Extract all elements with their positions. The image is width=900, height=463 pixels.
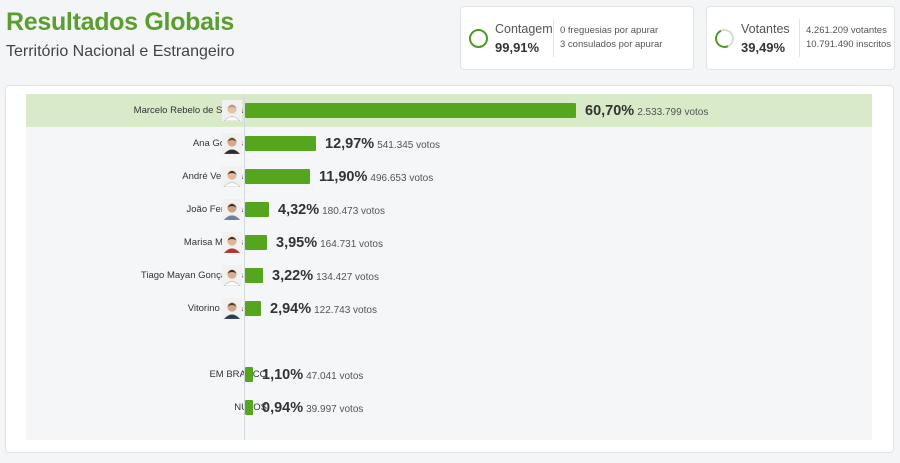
votantes-label: Votantes (741, 21, 790, 36)
vote-percentage: 11,90% (319, 169, 368, 185)
contagem-divider (553, 19, 554, 57)
candidate-name: Tiago Mayan Gonçalves (140, 270, 243, 281)
bar-data-label: 12,97% 541.345 votos (325, 127, 440, 160)
bar-data-label: 3,22% 134.427 votos (272, 259, 379, 292)
vote-percentage: 0,94% (262, 400, 304, 416)
candidate-row: João Ferreira 4,32% 180.473 votos (26, 193, 872, 226)
vote-percentage: 4,32% (278, 202, 320, 218)
bar-data-label: 4,32% 180.473 votos (278, 193, 385, 226)
vote-bar (245, 136, 316, 151)
vote-bar (245, 400, 253, 415)
votantes-count: 4.261.209 votantes (806, 25, 887, 36)
vote-percentage: 1,10% (262, 367, 304, 383)
vote-bar (245, 103, 576, 118)
candidate-name: Vitorino Silva (187, 303, 243, 314)
vote-count: 180.473 votos (322, 206, 385, 217)
bar-data-label: 1,10% 47.041 votos (262, 358, 363, 391)
page-subtitle: Território Nacional e Estrangeiro (6, 43, 235, 60)
candidate-row: Marcelo Rebelo de Sousa 60,70% 2.533.799 v… (26, 94, 872, 127)
votantes-progress-ring (712, 25, 737, 51)
candidate-row: André Ventura 11,90% 496.653 votos (26, 160, 872, 193)
bar-data-label: 3,95% 164.731 votos (276, 226, 383, 259)
inscritos-count: 10.791.490 inscritos (806, 39, 892, 50)
votantes-divider (799, 19, 800, 57)
results-panel: Marcelo Rebelo de Sousa 60,70% 2.533.799 v… (5, 85, 894, 453)
candidate-row: Ana Gomes 12,97% 541.345 votos (26, 127, 872, 160)
vote-count: 541.345 votos (377, 140, 441, 151)
contagem-label: Contagem (495, 21, 553, 36)
freguesias-por-apurar: 0 freguesias por apurar (560, 25, 659, 36)
page-title: Resultados Globais (6, 8, 234, 36)
vote-bar (245, 235, 267, 250)
candidate-avatar (222, 166, 242, 187)
vote-bar (245, 301, 261, 316)
vote-percentage: 3,95% (276, 235, 318, 251)
vote-count: 47.041 votos (306, 371, 364, 382)
vote-count: 39.997 votos (306, 404, 364, 415)
candidate-avatar (222, 298, 242, 319)
vote-percentage: 3,22% (272, 268, 314, 284)
votantes-card: Votantes 39,49% 4.261.209 votantes 10.79… (706, 6, 895, 70)
vote-percentage: 12,97% (325, 136, 375, 152)
candidate-name: João Ferreira (186, 204, 244, 215)
candidate-avatar (222, 100, 242, 121)
votantes-value: 39,49% (741, 39, 786, 55)
candidate-row: EM BRANCO 1,10% 47.041 votos (26, 358, 872, 391)
candidate-name: Ana Gomes (192, 138, 243, 149)
bar-data-label: 11,90% 496.653 votos (319, 160, 433, 193)
vote-count: 134.427 votos (316, 272, 379, 283)
vote-bar (245, 367, 253, 382)
bar-data-label: 2,94% 122.743 votos (270, 292, 377, 325)
bar-data-label: 0,94% 39.997 votos (262, 391, 363, 424)
candidate-row: NULOS0,94%39.997 votos (26, 391, 872, 424)
contagem-progress-ring (469, 28, 488, 48)
candidate-row: Marisa Matias 3,95% 164.731 votos (26, 226, 872, 259)
vote-count: 2.533.799 votos (637, 107, 709, 118)
vote-percentage: 60,70% (585, 103, 635, 119)
candidate-avatar (222, 133, 242, 154)
vote-count: 496.653 votos (370, 173, 434, 184)
vote-bar (245, 169, 310, 184)
vote-bar (245, 268, 263, 283)
vote-count: 164.731 votos (320, 239, 383, 250)
candidate-name: Marisa Matias (183, 237, 243, 248)
candidate-avatar (222, 265, 242, 286)
candidate-name: André Ventura (182, 171, 243, 182)
candidate-avatar (222, 232, 242, 253)
candidate-name: EM BRANCO (209, 369, 267, 380)
consulados-por-apurar: 3 consulados por apurar (560, 39, 663, 50)
chart-axis-line (244, 94, 245, 440)
candidate-name: Marcelo Rebelo de Sousa (133, 105, 243, 116)
bar-data-label: 60,70% 2.533.799 votos (585, 94, 708, 127)
candidate-row: Tiago Mayan Gonçalves 3,22% 134.427 votos (26, 259, 872, 292)
vote-bar (245, 202, 269, 217)
results-bar-chart: Marcelo Rebelo de Sousa 60,70% 2.533.799 v… (26, 94, 872, 440)
candidate-avatar (222, 199, 242, 220)
contagem-value: 99,91% (495, 39, 540, 55)
vote-count: 122.743 votos (314, 305, 377, 316)
candidate-row: Vitorino Silva 2,94% 122.743 votos (26, 292, 872, 325)
contagem-card: Contagem 99,91% 0 freguesias por apurar … (460, 6, 694, 70)
vote-percentage: 2,94% (270, 301, 312, 317)
